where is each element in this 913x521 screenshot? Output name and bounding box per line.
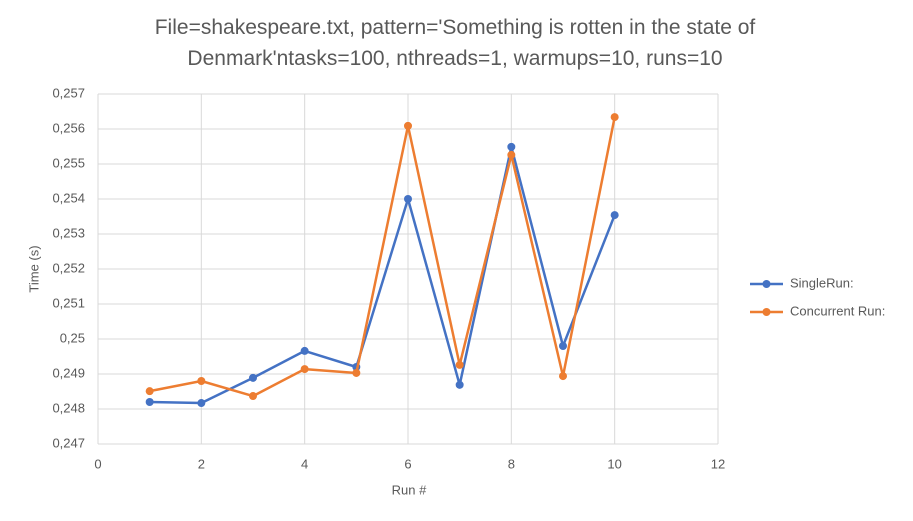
data-point bbox=[300, 346, 309, 355]
x-tick-label: 0 bbox=[94, 456, 101, 471]
legend-marker bbox=[762, 308, 771, 316]
data-point bbox=[455, 380, 464, 389]
y-tick-label: 0,252 bbox=[52, 260, 85, 275]
y-tick-label: 0,256 bbox=[52, 120, 85, 135]
x-tick-label: 12 bbox=[711, 456, 725, 471]
x-tick-label: 4 bbox=[301, 456, 308, 471]
x-tick-label: 8 bbox=[508, 456, 515, 471]
legend-label: Concurrent Run: bbox=[790, 303, 885, 318]
data-point bbox=[352, 368, 361, 377]
y-axis-label: Time (s) bbox=[26, 245, 41, 292]
data-point bbox=[197, 377, 206, 385]
data-point bbox=[559, 342, 567, 350]
data-point bbox=[507, 150, 516, 159]
chart-title: File=shakespeare.txt, pattern='Something… bbox=[154, 16, 756, 70]
data-point bbox=[455, 360, 464, 369]
y-tick-label: 0,251 bbox=[52, 295, 85, 310]
y-tick-label: 0,253 bbox=[52, 225, 85, 240]
y-tick-label: 0,248 bbox=[52, 400, 85, 415]
data-point bbox=[610, 113, 619, 122]
y-tick-label: 0,254 bbox=[52, 190, 85, 205]
legend-label: SingleRun: bbox=[790, 275, 854, 290]
data-point bbox=[404, 121, 412, 130]
y-tick-label: 0,249 bbox=[52, 365, 85, 380]
x-tick-label: 2 bbox=[198, 456, 205, 471]
x-axis-label: Run # bbox=[392, 482, 427, 497]
data-point bbox=[145, 398, 154, 406]
y-tick-label: 0,257 bbox=[52, 85, 85, 100]
data-point bbox=[145, 387, 154, 396]
legend-marker bbox=[762, 280, 771, 288]
series-line bbox=[149, 145, 616, 405]
y-tick-label: 0,25 bbox=[60, 330, 85, 345]
data-point bbox=[404, 195, 412, 203]
data-point bbox=[507, 142, 516, 151]
x-tick-label: 10 bbox=[607, 456, 621, 471]
x-tick-label: 6 bbox=[404, 456, 411, 471]
data-point bbox=[249, 373, 257, 382]
data-point bbox=[300, 365, 309, 374]
data-point bbox=[559, 372, 567, 381]
data-point bbox=[610, 211, 619, 220]
series-line bbox=[149, 116, 616, 398]
data-point bbox=[197, 399, 206, 408]
data-point bbox=[249, 392, 257, 401]
y-tick-label: 0,247 bbox=[52, 435, 85, 450]
y-tick-label: 0,255 bbox=[52, 155, 85, 170]
